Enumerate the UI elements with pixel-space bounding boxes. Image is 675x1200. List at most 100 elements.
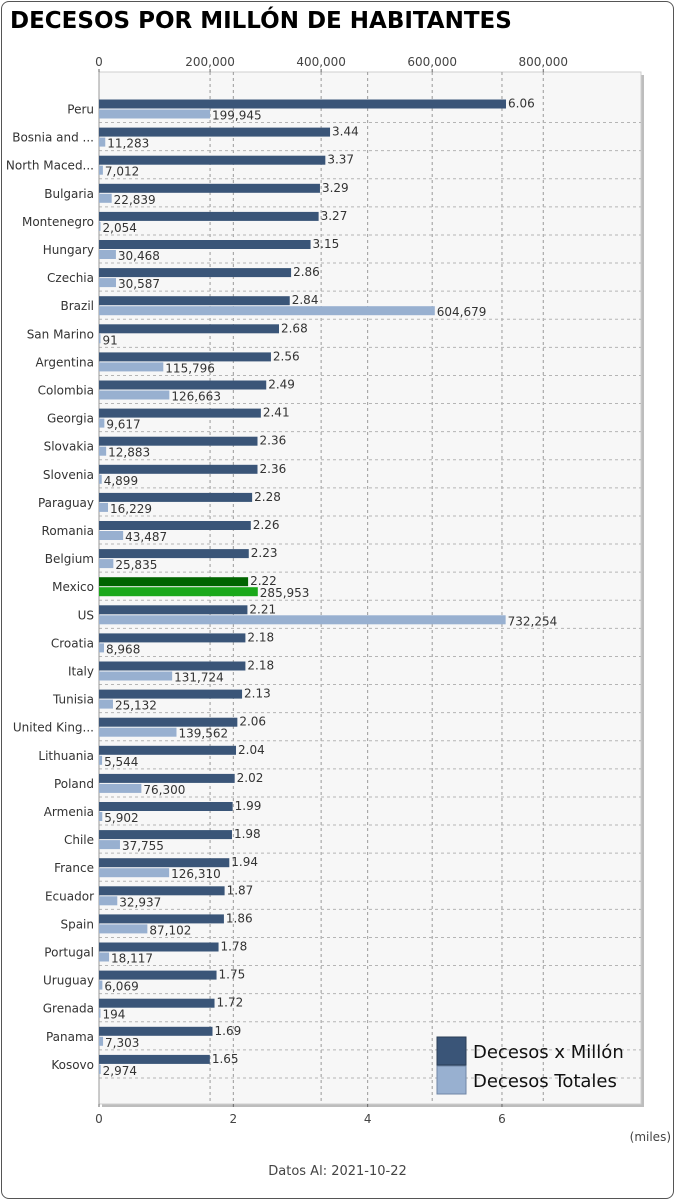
data-label-decesos-totales-spain: 87,102 — [149, 923, 191, 937]
data-label-decesos-x-millon-montenegro: 3.27 — [321, 209, 348, 223]
bar-decesos-x-millon-kosovo — [99, 1054, 210, 1064]
data-label-decesos-totales-chile: 37,755 — [122, 839, 164, 853]
data-label-decesos-x-millon-tunisia: 2.13 — [244, 687, 271, 701]
bar-decesos-x-millon-brazil — [99, 296, 290, 306]
category-label-argentina: Argentina — [35, 355, 94, 369]
bar-decesos-x-millon-colombia — [99, 380, 267, 390]
bottom-axis-tick-label: 6 — [498, 1112, 506, 1126]
bar-decesos-totales-belgium — [99, 559, 114, 569]
data-label-decesos-totales-argentina: 115,796 — [165, 361, 215, 375]
bottom-axis-tick-label: 2 — [230, 1112, 238, 1126]
data-label-decesos-totales-lithuania: 5,544 — [104, 755, 138, 769]
data-label-decesos-x-millon-romania: 2.26 — [253, 518, 280, 532]
data-label-decesos-totales-uruguay: 6,069 — [104, 980, 138, 994]
bar-decesos-totales-ecuador — [99, 896, 118, 906]
category-label-san-marino: San Marino — [27, 327, 94, 341]
data-label-decesos-x-millon-croatia: 2.18 — [247, 630, 274, 644]
data-label-decesos-totales-romania: 43,487 — [125, 530, 167, 544]
category-label-czechia: Czechia — [47, 271, 94, 285]
bottom-axis-tick-label: 0 — [95, 1112, 103, 1126]
bar-decesos-totales-georgia — [99, 418, 105, 428]
bar-decesos-totales-kosovo — [99, 1064, 101, 1074]
bar-decesos-totales-united-king — [99, 727, 177, 737]
data-label-decesos-totales-north-maced: 7,012 — [105, 165, 139, 179]
category-label-slovenia: Slovenia — [43, 468, 94, 482]
data-label-decesos-x-millon-us: 2.21 — [249, 602, 276, 616]
data-label-decesos-x-millon-slovakia: 2.36 — [260, 434, 287, 448]
legend-label-decesos-totales: Decesos Totales — [473, 1071, 617, 1092]
bar-decesos-totales-romania — [99, 531, 124, 540]
data-label-decesos-x-millon-mexico: 2.22 — [250, 574, 277, 588]
bar-decesos-totales-armenia — [99, 812, 103, 821]
data-label-decesos-totales-portugal: 18,117 — [111, 952, 153, 966]
bar-decesos-x-millon-slovakia — [99, 436, 258, 446]
category-label-portugal: Portugal — [44, 946, 94, 960]
bar-decesos-totales-france — [99, 868, 170, 878]
bar-decesos-totales-portugal — [99, 952, 110, 962]
bar-decesos-x-millon-tunisia — [99, 689, 243, 699]
data-label-decesos-x-millon-lithuania: 2.04 — [238, 743, 265, 757]
bar-decesos-x-millon-portugal — [99, 942, 219, 952]
data-label-decesos-x-millon-belgium: 2.23 — [251, 546, 278, 560]
bottom-axis-tick-label: 4 — [364, 1112, 372, 1126]
bar-decesos-totales-uruguay — [99, 980, 103, 990]
data-label-decesos-x-millon-north-maced: 3.37 — [327, 153, 354, 167]
data-label-decesos-totales-san-marino: 91 — [103, 333, 118, 347]
top-axis-tick-label: 600,000 — [407, 55, 457, 69]
data-label-decesos-x-millon-san-marino: 2.68 — [281, 321, 308, 335]
data-label-decesos-totales-united-king: 139,562 — [179, 727, 229, 741]
data-label-decesos-totales-grenada: 194 — [103, 1008, 126, 1022]
bar-decesos-totales-colombia — [99, 390, 170, 400]
x-axis-unit: (miles) — [629, 1130, 671, 1144]
data-label-decesos-totales-us: 732,254 — [508, 614, 558, 628]
bar-decesos-totales-bosnia-and — [99, 137, 106, 147]
bar-decesos-totales-bulgaria — [99, 193, 112, 203]
category-label-georgia: Georgia — [47, 412, 94, 426]
category-label-lithuania: Lithuania — [38, 749, 94, 763]
data-label-decesos-totales-tunisia: 25,132 — [115, 699, 157, 713]
bar-decesos-totales-tunisia — [99, 699, 113, 709]
data-label-decesos-totales-croatia: 8,968 — [106, 642, 140, 656]
category-label-united-king: United King... — [13, 721, 94, 735]
bar-decesos-x-millon-belgium — [99, 549, 249, 559]
bar-decesos-x-millon-spain — [99, 914, 224, 924]
category-label-paraguay: Paraguay — [38, 496, 94, 510]
top-axis-tick-label: 800,000 — [518, 55, 568, 69]
data-label-decesos-x-millon-hungary: 3.15 — [313, 237, 340, 251]
data-label-decesos-x-millon-panama: 1.69 — [215, 1024, 242, 1038]
bar-decesos-x-millon-uruguay — [99, 970, 217, 980]
category-label-slovakia: Slovakia — [44, 440, 94, 454]
bar-decesos-x-millon-bosnia-and — [99, 127, 331, 137]
bar-decesos-totales-spain — [99, 924, 148, 934]
bar-decesos-totales-brazil — [99, 306, 435, 316]
bar-decesos-totales-peru — [99, 109, 211, 119]
bar-decesos-x-millon-peru — [99, 99, 507, 109]
data-label-decesos-x-millon-colombia: 2.49 — [268, 378, 295, 392]
data-label-decesos-totales-brazil: 604,679 — [437, 305, 487, 319]
bar-decesos-x-millon-croatia — [99, 633, 246, 643]
category-label-uruguay: Uruguay — [43, 974, 94, 988]
category-label-grenada: Grenada — [43, 1002, 94, 1016]
data-label-decesos-totales-georgia: 9,617 — [106, 418, 140, 432]
bar-decesos-x-millon-georgia — [99, 408, 261, 418]
top-axis-tick-label: 0 — [95, 55, 103, 69]
data-label-decesos-totales-bulgaria: 22,839 — [114, 193, 156, 207]
bar-decesos-x-millon-lithuania — [99, 745, 237, 755]
data-label-decesos-totales-montenegro: 2,054 — [103, 221, 137, 235]
data-label-decesos-totales-colombia: 126,663 — [171, 390, 221, 404]
data-label-decesos-x-millon-armenia: 1.99 — [235, 799, 262, 813]
data-label-decesos-x-millon-uruguay: 1.75 — [219, 968, 246, 982]
bar-decesos-totales-panama — [99, 1036, 104, 1046]
data-label-decesos-x-millon-portugal: 1.78 — [221, 940, 248, 954]
data-label-decesos-x-millon-czechia: 2.86 — [293, 265, 320, 279]
category-label-bosnia-and: Bosnia and ... — [12, 131, 94, 145]
bar-decesos-x-millon-france — [99, 858, 230, 868]
category-label-north-maced: North Maced... — [6, 159, 94, 173]
bar-decesos-totales-san-marino — [99, 334, 101, 344]
data-label-decesos-x-millon-spain: 1.86 — [226, 911, 253, 925]
bar-decesos-x-millon-montenegro — [99, 211, 319, 221]
data-label-decesos-totales-hungary: 30,468 — [118, 249, 160, 263]
data-date-footer: Datos Al: 2021-10-22 — [268, 1164, 407, 1179]
category-label-montenegro: Montenegro — [22, 215, 94, 229]
